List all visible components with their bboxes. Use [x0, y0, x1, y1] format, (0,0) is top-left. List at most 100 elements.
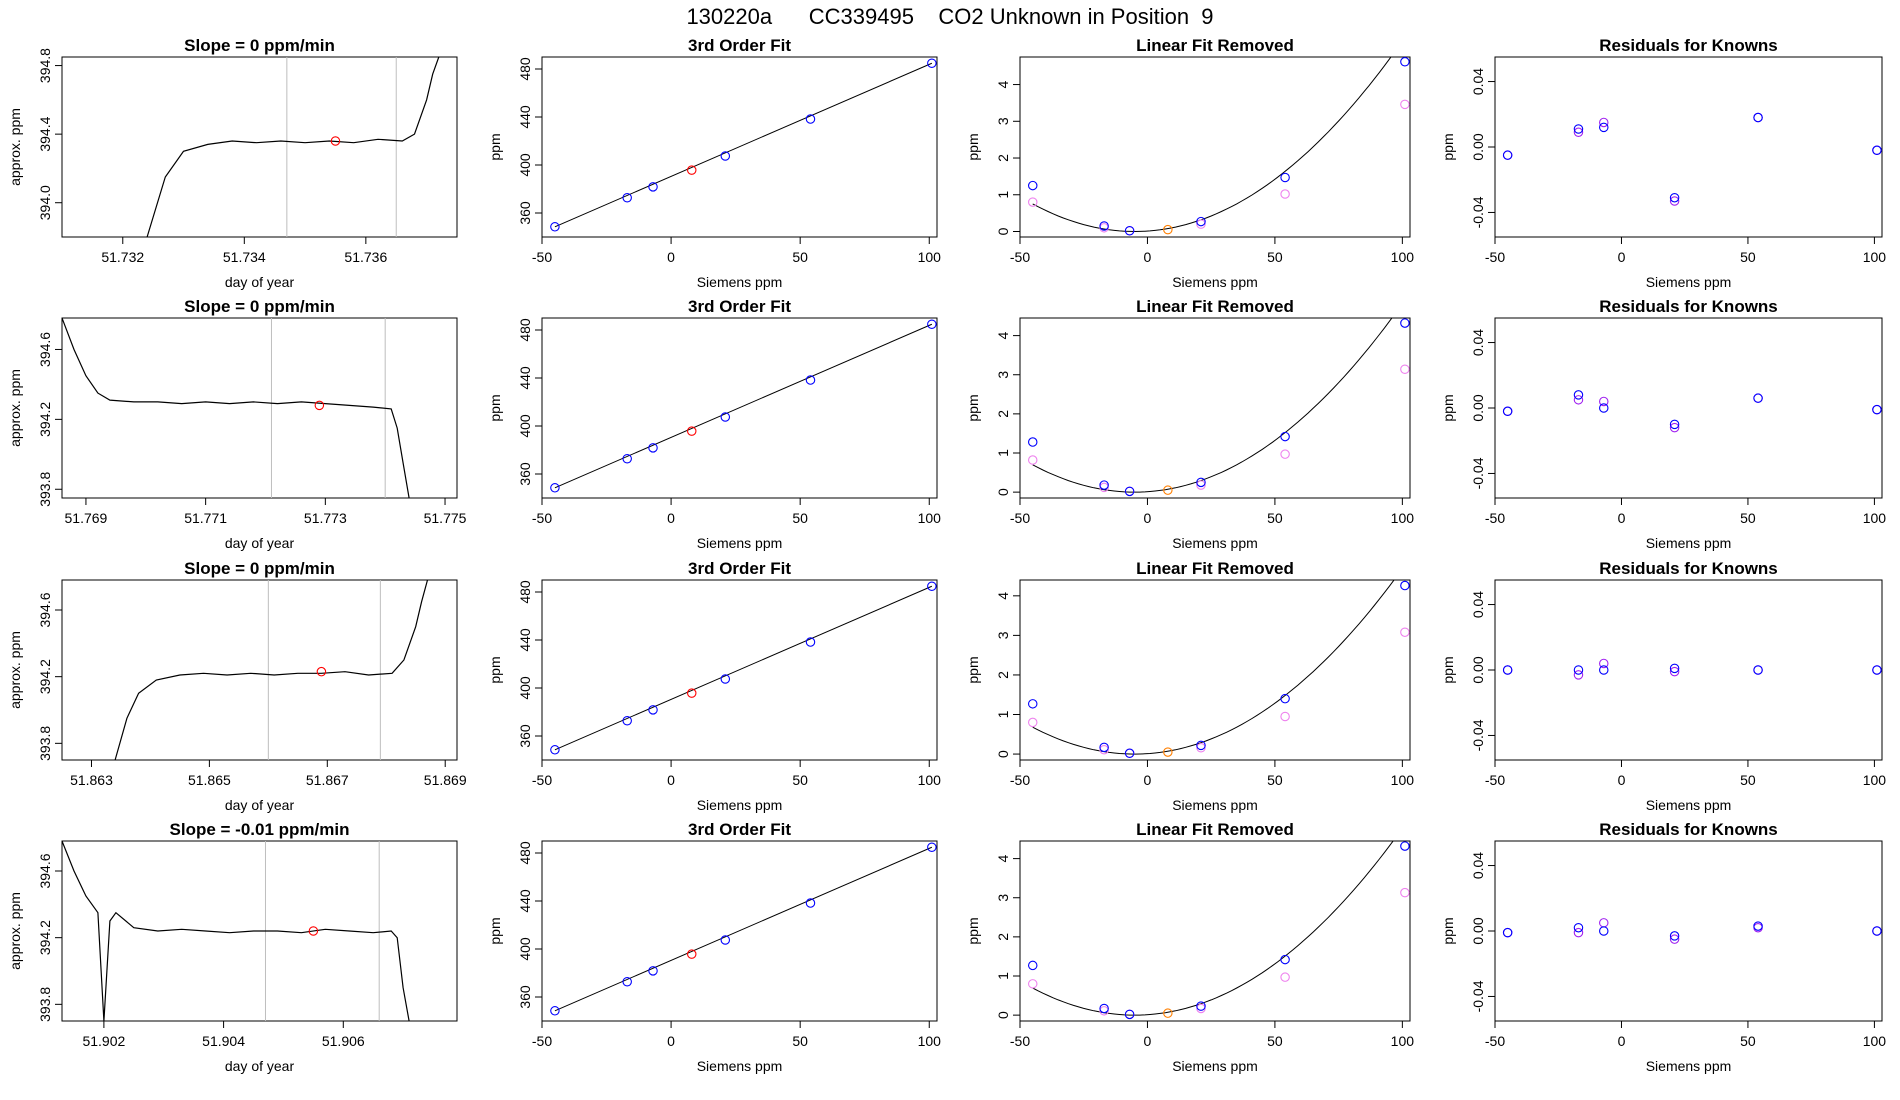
x-axis-label: day of year — [225, 274, 295, 290]
plot-frame — [1495, 57, 1882, 237]
y-tick-label: 2 — [995, 671, 1011, 679]
y-tick-label: 360 — [517, 201, 533, 225]
y-tick-label: 0 — [995, 1011, 1011, 1019]
x-tick-label: -50 — [1485, 249, 1505, 265]
y-tick-label: 394.8 — [37, 48, 53, 83]
x-tick-label: 50 — [792, 510, 808, 526]
x-tick-label: 51.906 — [322, 1033, 365, 1049]
y-tick-label: 0 — [995, 488, 1011, 496]
y-axis-label: approx. ppm — [7, 631, 23, 709]
plot-area — [1503, 919, 1881, 944]
mean-point — [317, 667, 325, 675]
concentration-trace — [62, 318, 409, 498]
plot-title: Linear Fit Removed — [1136, 820, 1294, 839]
y-tick-label: 393.8 — [37, 726, 53, 761]
y-tick-label: 3 — [995, 371, 1011, 379]
linear-known-point — [1281, 450, 1289, 458]
y-tick-label: 440 — [517, 628, 533, 652]
y-tick-label: -0.04 — [1470, 719, 1486, 751]
residual-point-blue — [1600, 666, 1608, 674]
x-tick-label: 51.902 — [82, 1033, 125, 1049]
y-tick-label: 0.00 — [1470, 656, 1486, 683]
y-tick-label: 1 — [995, 972, 1011, 980]
y-tick-label: 480 — [517, 580, 533, 604]
x-tick-label: -50 — [1485, 772, 1505, 788]
detrended-fit-curve — [1033, 565, 1405, 754]
plot-area — [551, 59, 936, 231]
known-standard-point — [1029, 438, 1037, 446]
x-tick-label: 50 — [1740, 1033, 1756, 1049]
known-standard-point — [1125, 227, 1133, 235]
x-tick-label: 100 — [1391, 510, 1415, 526]
known-standard-point — [623, 717, 631, 725]
panel-4-1: Slope = -0.01 ppm/minday of yearapprox. … — [7, 820, 457, 1074]
plot-area — [1503, 391, 1881, 432]
plot-title: Linear Fit Removed — [1136, 559, 1294, 578]
y-axis-label: ppm — [487, 917, 503, 944]
x-tick-label: 0 — [1144, 249, 1152, 265]
x-tick-label: -50 — [532, 249, 552, 265]
detrended-fit-curve — [1033, 38, 1405, 232]
residual-point-blue — [1873, 927, 1881, 935]
residual-point-blue — [1503, 407, 1511, 415]
y-axis-label: ppm — [487, 656, 503, 683]
linear-known-point — [1029, 718, 1037, 726]
x-tick-label: 0 — [1144, 1033, 1152, 1049]
x-axis-label: day of year — [225, 1058, 295, 1074]
plot-title: 3rd Order Fit — [688, 36, 791, 55]
chart-grid: Slope = 0 ppm/minday of yearapprox. ppm5… — [0, 0, 1900, 1100]
x-tick-label: -50 — [1010, 510, 1030, 526]
y-tick-label: 2 — [995, 410, 1011, 418]
x-axis-label: Siemens ppm — [1646, 797, 1732, 813]
x-tick-label: 51.771 — [184, 510, 227, 526]
fit-line — [555, 586, 932, 750]
residual-point-blue — [1873, 405, 1881, 413]
x-tick-label: 100 — [1863, 1033, 1887, 1049]
x-tick-label: 0 — [667, 1033, 675, 1049]
y-axis-label: approx. ppm — [7, 892, 23, 970]
y-tick-label: 393.8 — [37, 472, 53, 507]
x-tick-label: 0 — [1144, 510, 1152, 526]
panel-2-4: Residuals for Knowns Siemens ppm ppm -50 0 50… — [1440, 297, 1886, 551]
x-tick-label: 100 — [918, 510, 942, 526]
plot-area — [1029, 565, 1410, 757]
plot-area — [1029, 825, 1410, 1019]
linear-known-point — [1281, 973, 1289, 981]
plot-area — [115, 580, 427, 760]
y-axis-label: ppm — [965, 133, 981, 160]
residual-point-blue — [1754, 113, 1762, 121]
y-tick-label: 394.6 — [37, 332, 53, 367]
linear-known-point — [1281, 190, 1289, 198]
y-axis-label: ppm — [1440, 917, 1456, 944]
concentration-trace — [147, 57, 439, 237]
x-tick-label: 50 — [1267, 772, 1283, 788]
panel-3-1: Slope = 0 ppm/minday of yearapprox. ppm5… — [7, 559, 467, 813]
residual-point-blue — [1754, 394, 1762, 402]
x-tick-label: 0 — [1618, 249, 1626, 265]
y-tick-label: 480 — [517, 57, 533, 81]
linear-known-point — [1401, 628, 1409, 636]
x-tick-label: 50 — [1267, 1033, 1283, 1049]
y-tick-label: 480 — [517, 841, 533, 865]
x-axis-label: Siemens ppm — [1172, 1058, 1258, 1074]
y-axis-label: ppm — [487, 133, 503, 160]
y-axis-label: ppm — [1440, 133, 1456, 160]
x-tick-label: -50 — [1010, 1033, 1030, 1049]
plot-area — [551, 582, 936, 754]
detrended-fit-curve — [1033, 825, 1405, 1015]
y-tick-label: 394.6 — [37, 853, 53, 888]
x-tick-label: 100 — [918, 249, 942, 265]
plot-frame — [1020, 318, 1410, 498]
known-standard-point — [1029, 181, 1037, 189]
x-tick-label: 0 — [1618, 1033, 1626, 1049]
y-tick-label: 360 — [517, 724, 533, 748]
residual-point-violet — [1574, 928, 1582, 936]
y-tick-label: 400 — [517, 676, 533, 700]
plot-title: Residuals for Knowns — [1599, 36, 1778, 55]
y-axis-label: approx. ppm — [7, 369, 23, 447]
x-tick-label: 51.863 — [70, 772, 113, 788]
x-tick-label: 51.773 — [304, 510, 347, 526]
x-tick-label: -50 — [1010, 249, 1030, 265]
panel-3-4: Residuals for KnownsSiemens ppmppm-50 0 50… — [1440, 559, 1886, 813]
